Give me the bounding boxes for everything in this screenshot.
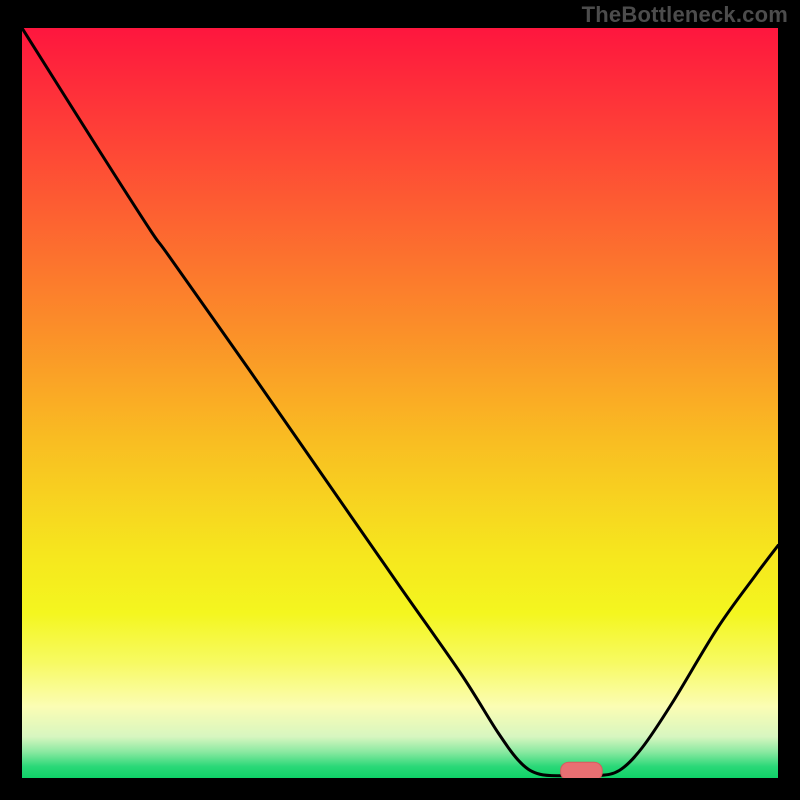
- stage: TheBottleneck.com: [0, 0, 800, 800]
- plot-gradient-background: [22, 28, 778, 778]
- optimal-marker: [561, 762, 603, 780]
- plot-area: [22, 28, 778, 780]
- chart-svg: [0, 0, 800, 800]
- watermark-text: TheBottleneck.com: [582, 2, 788, 28]
